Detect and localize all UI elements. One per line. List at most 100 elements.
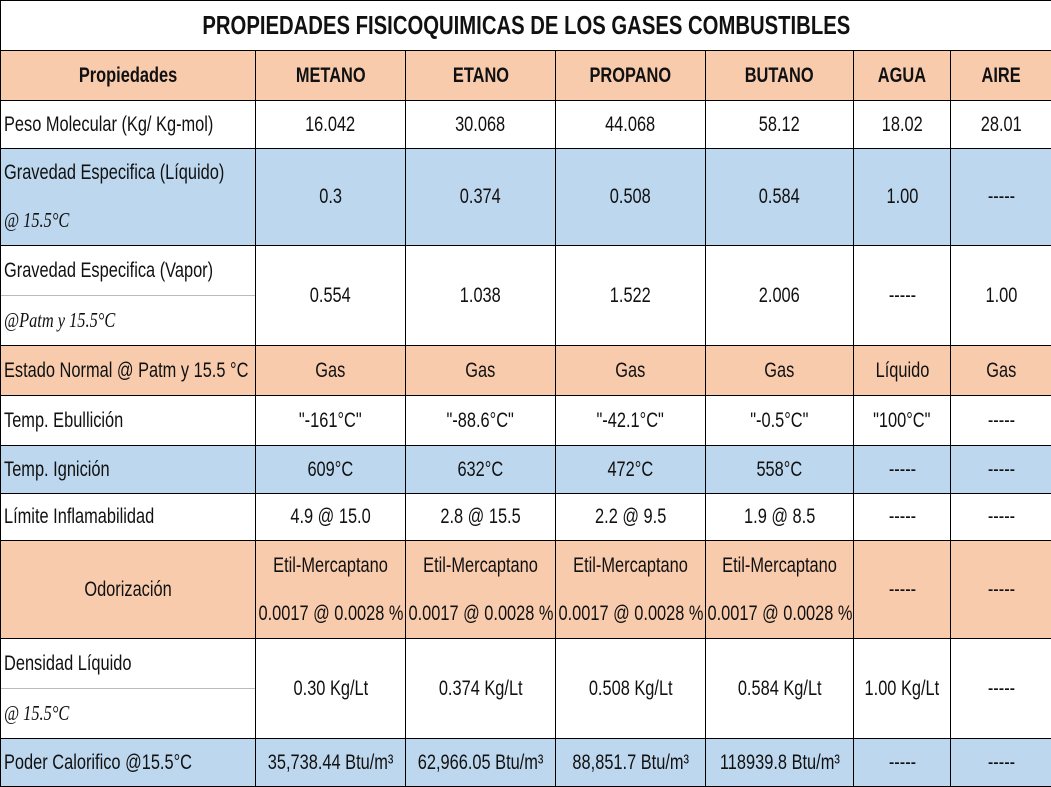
value-cell: ----- <box>951 494 1051 541</box>
cell-text: 28.01 <box>981 113 1022 137</box>
cell-text: Gravedad Especifica (Vapor) <box>4 259 213 283</box>
cell-line: Peso Molecular (Kg/ Kg-mol) <box>1 102 255 148</box>
value-cell: Gas <box>951 346 1051 396</box>
cell-line: @Patm y 15.5°C <box>1 295 255 345</box>
value-cell: "-161°C" <box>256 396 406 446</box>
cell-text: Gravedad Especifica (Líquido) <box>4 161 224 185</box>
cell-text: ----- <box>987 185 1014 209</box>
cell-text: Gas <box>465 359 495 383</box>
cell-line: 632°C <box>406 447 555 493</box>
cell-line: 58.12 <box>706 102 853 148</box>
data-row: Límite Inflamabilidad 4.9 @ 15.0 2.8 @ 15.… <box>1 494 1051 541</box>
cell-line: "-161°C" <box>256 397 405 445</box>
cell-line: 0.584 Kg/Lt <box>706 640 853 738</box>
row-label: Temp. Ebullición <box>1 396 256 446</box>
cell-line: Propiedades <box>1 52 255 100</box>
cell-text: 0.374 Kg/Lt <box>439 677 523 701</box>
cell-line: 1.00 <box>951 247 1051 345</box>
value-cell: 1.00 Kg/Lt <box>854 639 951 739</box>
value-cell: "-42.1°C" <box>556 396 706 446</box>
cell-text: Propiedades <box>79 64 177 88</box>
cell-text: Etil-Mercaptano <box>722 554 837 578</box>
cell-text: 558°C <box>757 458 803 482</box>
value-cell: 18.02 <box>854 101 951 149</box>
value-cell: 1.00 <box>854 149 951 246</box>
cell-line: ----- <box>854 740 950 786</box>
cell-line: 62,966.05 Btu/m³ <box>406 740 555 786</box>
value-cell: 1.522 <box>556 246 706 346</box>
cell-text: ----- <box>888 578 915 602</box>
value-cell: "100°C" <box>854 396 951 446</box>
cell-text: 1.00 <box>886 185 918 209</box>
header-cell: ETANO <box>406 51 556 101</box>
cell-text: ----- <box>987 409 1014 433</box>
cell-text: Límite Inflamabilidad <box>4 505 154 529</box>
cell-line: 118939.8 Btu/m³ <box>706 740 853 786</box>
cell-text: Gas <box>615 359 645 383</box>
title-cell: PROPIEDADES FISICOQUIMICAS DE LOS GASES … <box>1 1 1051 51</box>
row-label: Gravedad Especifica (Líquido) @ 15.5°C <box>1 149 256 246</box>
cell-text: 44.068 <box>605 113 655 137</box>
cell-text: 4.9 @ 15.0 <box>290 505 370 529</box>
cell-text: 1.522 <box>610 284 651 308</box>
cell-line: Gas <box>706 347 853 395</box>
cell-line: Temp. Ebullición <box>1 397 255 445</box>
cell-line: ----- <box>951 495 1051 540</box>
cell-line: 0.0017 @ 0.0028 % <box>406 590 555 638</box>
value-cell: 0.584 Kg/Lt <box>706 639 854 739</box>
cell-line: 1.00 Kg/Lt <box>854 640 950 738</box>
value-cell: 28.01 <box>951 101 1051 149</box>
cell-text: ----- <box>888 458 915 482</box>
cell-text: ----- <box>888 751 915 775</box>
cell-text: Etil-Mercaptano <box>573 554 688 578</box>
cell-text: 16.042 <box>305 113 355 137</box>
value-cell: 0.374 Kg/Lt <box>406 639 556 739</box>
cell-text: Odorización <box>84 578 171 602</box>
row-label: Odorización <box>1 541 256 639</box>
cell-line: 0.30 Kg/Lt <box>256 640 405 738</box>
cell-text: ETANO <box>452 64 508 88</box>
cell-text: 0.554 <box>310 284 351 308</box>
data-row: Temp. Ebullición"-161°C""-88.6°C""-42.1°… <box>1 396 1051 446</box>
cell-text: Etil-Mercaptano <box>423 554 538 578</box>
cell-text: 62,966.05 Btu/m³ <box>418 751 544 775</box>
cell-text: 2.2 @ 9.5 <box>595 505 666 529</box>
cell-line: @ 15.5°C <box>1 197 255 245</box>
cell-line: 30.068 <box>406 102 555 148</box>
cell-text: ----- <box>987 751 1014 775</box>
header-cell: AIRE <box>951 51 1051 101</box>
cell-text: @Patm y 15.5°C <box>4 308 115 333</box>
cell-line: 472°C <box>556 447 705 493</box>
cell-line: 88,851.7 Btu/m³ <box>556 740 705 786</box>
cell-text: 2.8 @ 15.5 <box>440 505 520 529</box>
value-cell: 118939.8 Btu/m³ <box>706 739 854 787</box>
cell-line: 0.0017 @ 0.0028 % <box>706 590 853 638</box>
header-cell: PROPANO <box>556 51 706 101</box>
cell-text: "-42.1°C" <box>597 409 664 433</box>
cell-line: ETANO <box>406 52 555 100</box>
cell-text: Líquido <box>875 359 929 383</box>
cell-text: Etil-Mercaptano <box>273 554 388 578</box>
cell-line: 2.8 @ 15.5 <box>406 495 555 540</box>
cell-text: 18.02 <box>882 113 923 137</box>
cell-line: "-0.5°C" <box>706 397 853 445</box>
cell-line: 609°C <box>256 447 405 493</box>
cell-text: ----- <box>888 284 915 308</box>
value-cell: ----- <box>951 639 1051 739</box>
cell-text: 1.00 <box>985 284 1017 308</box>
cell-line: ----- <box>854 447 950 493</box>
cell-text: Temp. Ebullición <box>4 409 123 433</box>
cell-line: 1.00 <box>854 150 950 245</box>
cell-line: 0.3 <box>256 150 405 245</box>
cell-text: Gas <box>764 359 794 383</box>
value-cell: ----- <box>854 739 951 787</box>
cell-line: Poder Calorifico @15.5°C <box>1 740 255 786</box>
value-cell: 472°C <box>556 446 706 494</box>
value-cell: Líquido <box>854 346 951 396</box>
cell-line: ----- <box>951 150 1051 245</box>
cell-text: Gas <box>986 359 1016 383</box>
cell-line: Gas <box>256 347 405 395</box>
cell-text: 0.584 Kg/Lt <box>738 677 822 701</box>
cell-line: "100°C" <box>854 397 950 445</box>
